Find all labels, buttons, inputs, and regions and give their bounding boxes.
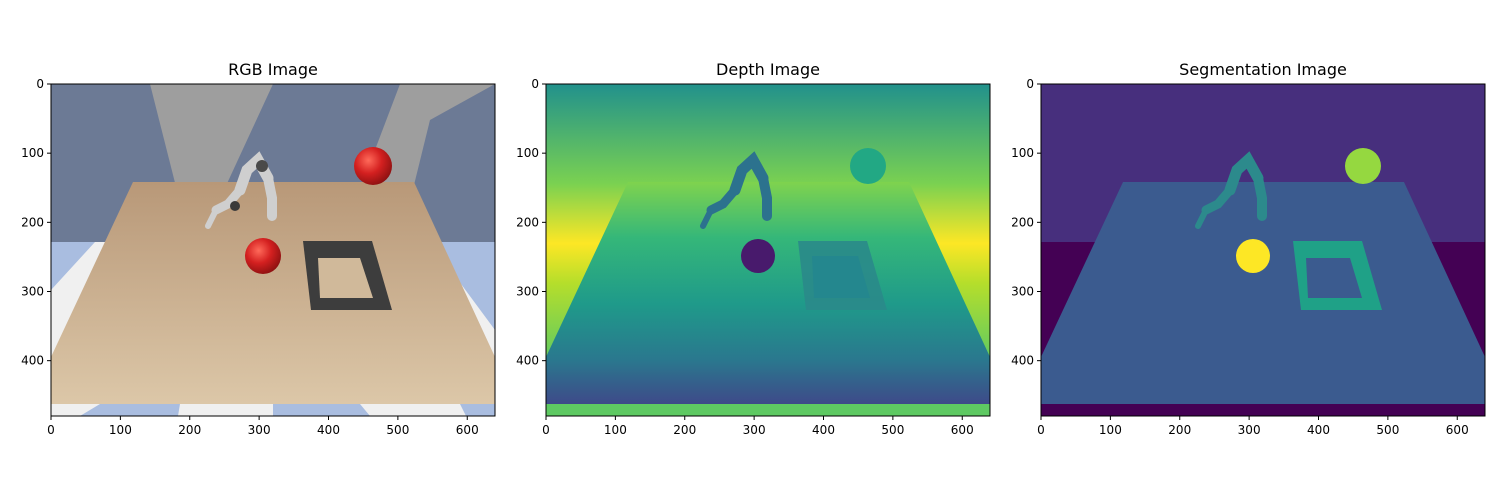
x-tick-label: 300 (1238, 423, 1261, 437)
rgb-title: RGB Image (228, 60, 318, 79)
y-tick-label: 200 (516, 215, 539, 229)
rgb-tray-inner (318, 258, 373, 298)
x-tick-label: 600 (951, 423, 974, 437)
rgb-x-axis: 0 100 200 300 400 500 600 (47, 416, 479, 437)
y-tick-label: 200 (21, 215, 44, 229)
depth-panel: Depth Image 0 100 200 300 400 500 600 0 100 200 3… (516, 60, 991, 437)
y-tick-label: 100 (516, 146, 539, 160)
x-tick-label: 100 (109, 423, 132, 437)
x-tick-label: 200 (178, 423, 201, 437)
rgb-floor-tile (51, 242, 95, 290)
x-tick-label: 0 (1037, 423, 1045, 437)
x-tick-label: 600 (456, 423, 479, 437)
rgb-ball-back (354, 147, 392, 185)
rgb-frame (50, 83, 496, 417)
depth-image (546, 84, 990, 416)
y-tick-label: 300 (1011, 285, 1034, 299)
depth-ball-front (741, 239, 775, 273)
x-tick-label: 400 (1307, 423, 1330, 437)
segmentation-y-axis: 0 100 200 300 400 (1011, 77, 1041, 368)
rgb-floor-tile (80, 404, 180, 416)
x-tick-label: 500 (881, 423, 904, 437)
rgb-y-axis: 0 100 200 300 400 (21, 77, 51, 368)
x-tick-label: 200 (673, 423, 696, 437)
y-tick-label: 400 (21, 354, 44, 368)
rgb-table (51, 182, 495, 404)
segmentation-x-axis: 0 100 200 300 400 500 600 (1037, 416, 1469, 437)
segmentation-frame (1040, 83, 1486, 417)
x-tick-label: 300 (248, 423, 271, 437)
rgb-floor-tile (460, 404, 495, 416)
rgb-floor-tile (273, 404, 370, 416)
seg-table (1041, 182, 1485, 404)
seg-robot (1195, 151, 1267, 229)
seg-ball-front (1236, 239, 1270, 273)
x-tick-label: 300 (743, 423, 766, 437)
x-tick-label: 100 (1099, 423, 1122, 437)
x-tick-label: 600 (1446, 423, 1469, 437)
depth-x-axis: 0 100 200 300 400 500 600 (542, 416, 974, 437)
y-tick-label: 100 (21, 146, 44, 160)
segmentation-title: Segmentation Image (1179, 60, 1347, 79)
depth-title: Depth Image (716, 60, 820, 79)
segmentation-image (1041, 84, 1485, 416)
x-tick-label: 400 (317, 423, 340, 437)
depth-tray-inner (812, 256, 870, 298)
y-tick-label: 0 (1026, 77, 1034, 91)
y-tick-label: 0 (36, 77, 44, 91)
y-tick-label: 100 (1011, 146, 1034, 160)
y-tick-label: 300 (21, 285, 44, 299)
x-tick-label: 100 (604, 423, 627, 437)
rgb-robot (205, 151, 277, 229)
x-tick-label: 0 (47, 423, 55, 437)
rgb-panel: RGB Image (21, 60, 496, 437)
y-tick-label: 300 (516, 285, 539, 299)
depth-y-axis: 0 100 200 300 400 (516, 77, 546, 368)
y-tick-label: 400 (1011, 354, 1034, 368)
x-tick-label: 200 (1168, 423, 1191, 437)
depth-ball-back (850, 148, 886, 184)
y-tick-label: 0 (531, 77, 539, 91)
rgb-image (51, 84, 495, 416)
depth-robot (700, 151, 772, 229)
x-tick-label: 400 (812, 423, 835, 437)
x-tick-label: 500 (386, 423, 409, 437)
y-tick-label: 400 (516, 354, 539, 368)
y-tick-label: 200 (1011, 215, 1034, 229)
depth-frame (545, 83, 991, 417)
rgb-ball-front (245, 238, 281, 274)
x-tick-label: 500 (1376, 423, 1399, 437)
depth-bottom-edge (546, 404, 990, 416)
segmentation-panel: Segmentation Image 0 100 200 300 400 500 600 0… (1011, 60, 1486, 437)
seg-ball-back (1345, 148, 1381, 184)
rgb-wall-stripe (400, 84, 495, 242)
depth-table (546, 182, 990, 404)
seg-tray-inner (1306, 258, 1362, 298)
x-tick-label: 0 (542, 423, 550, 437)
